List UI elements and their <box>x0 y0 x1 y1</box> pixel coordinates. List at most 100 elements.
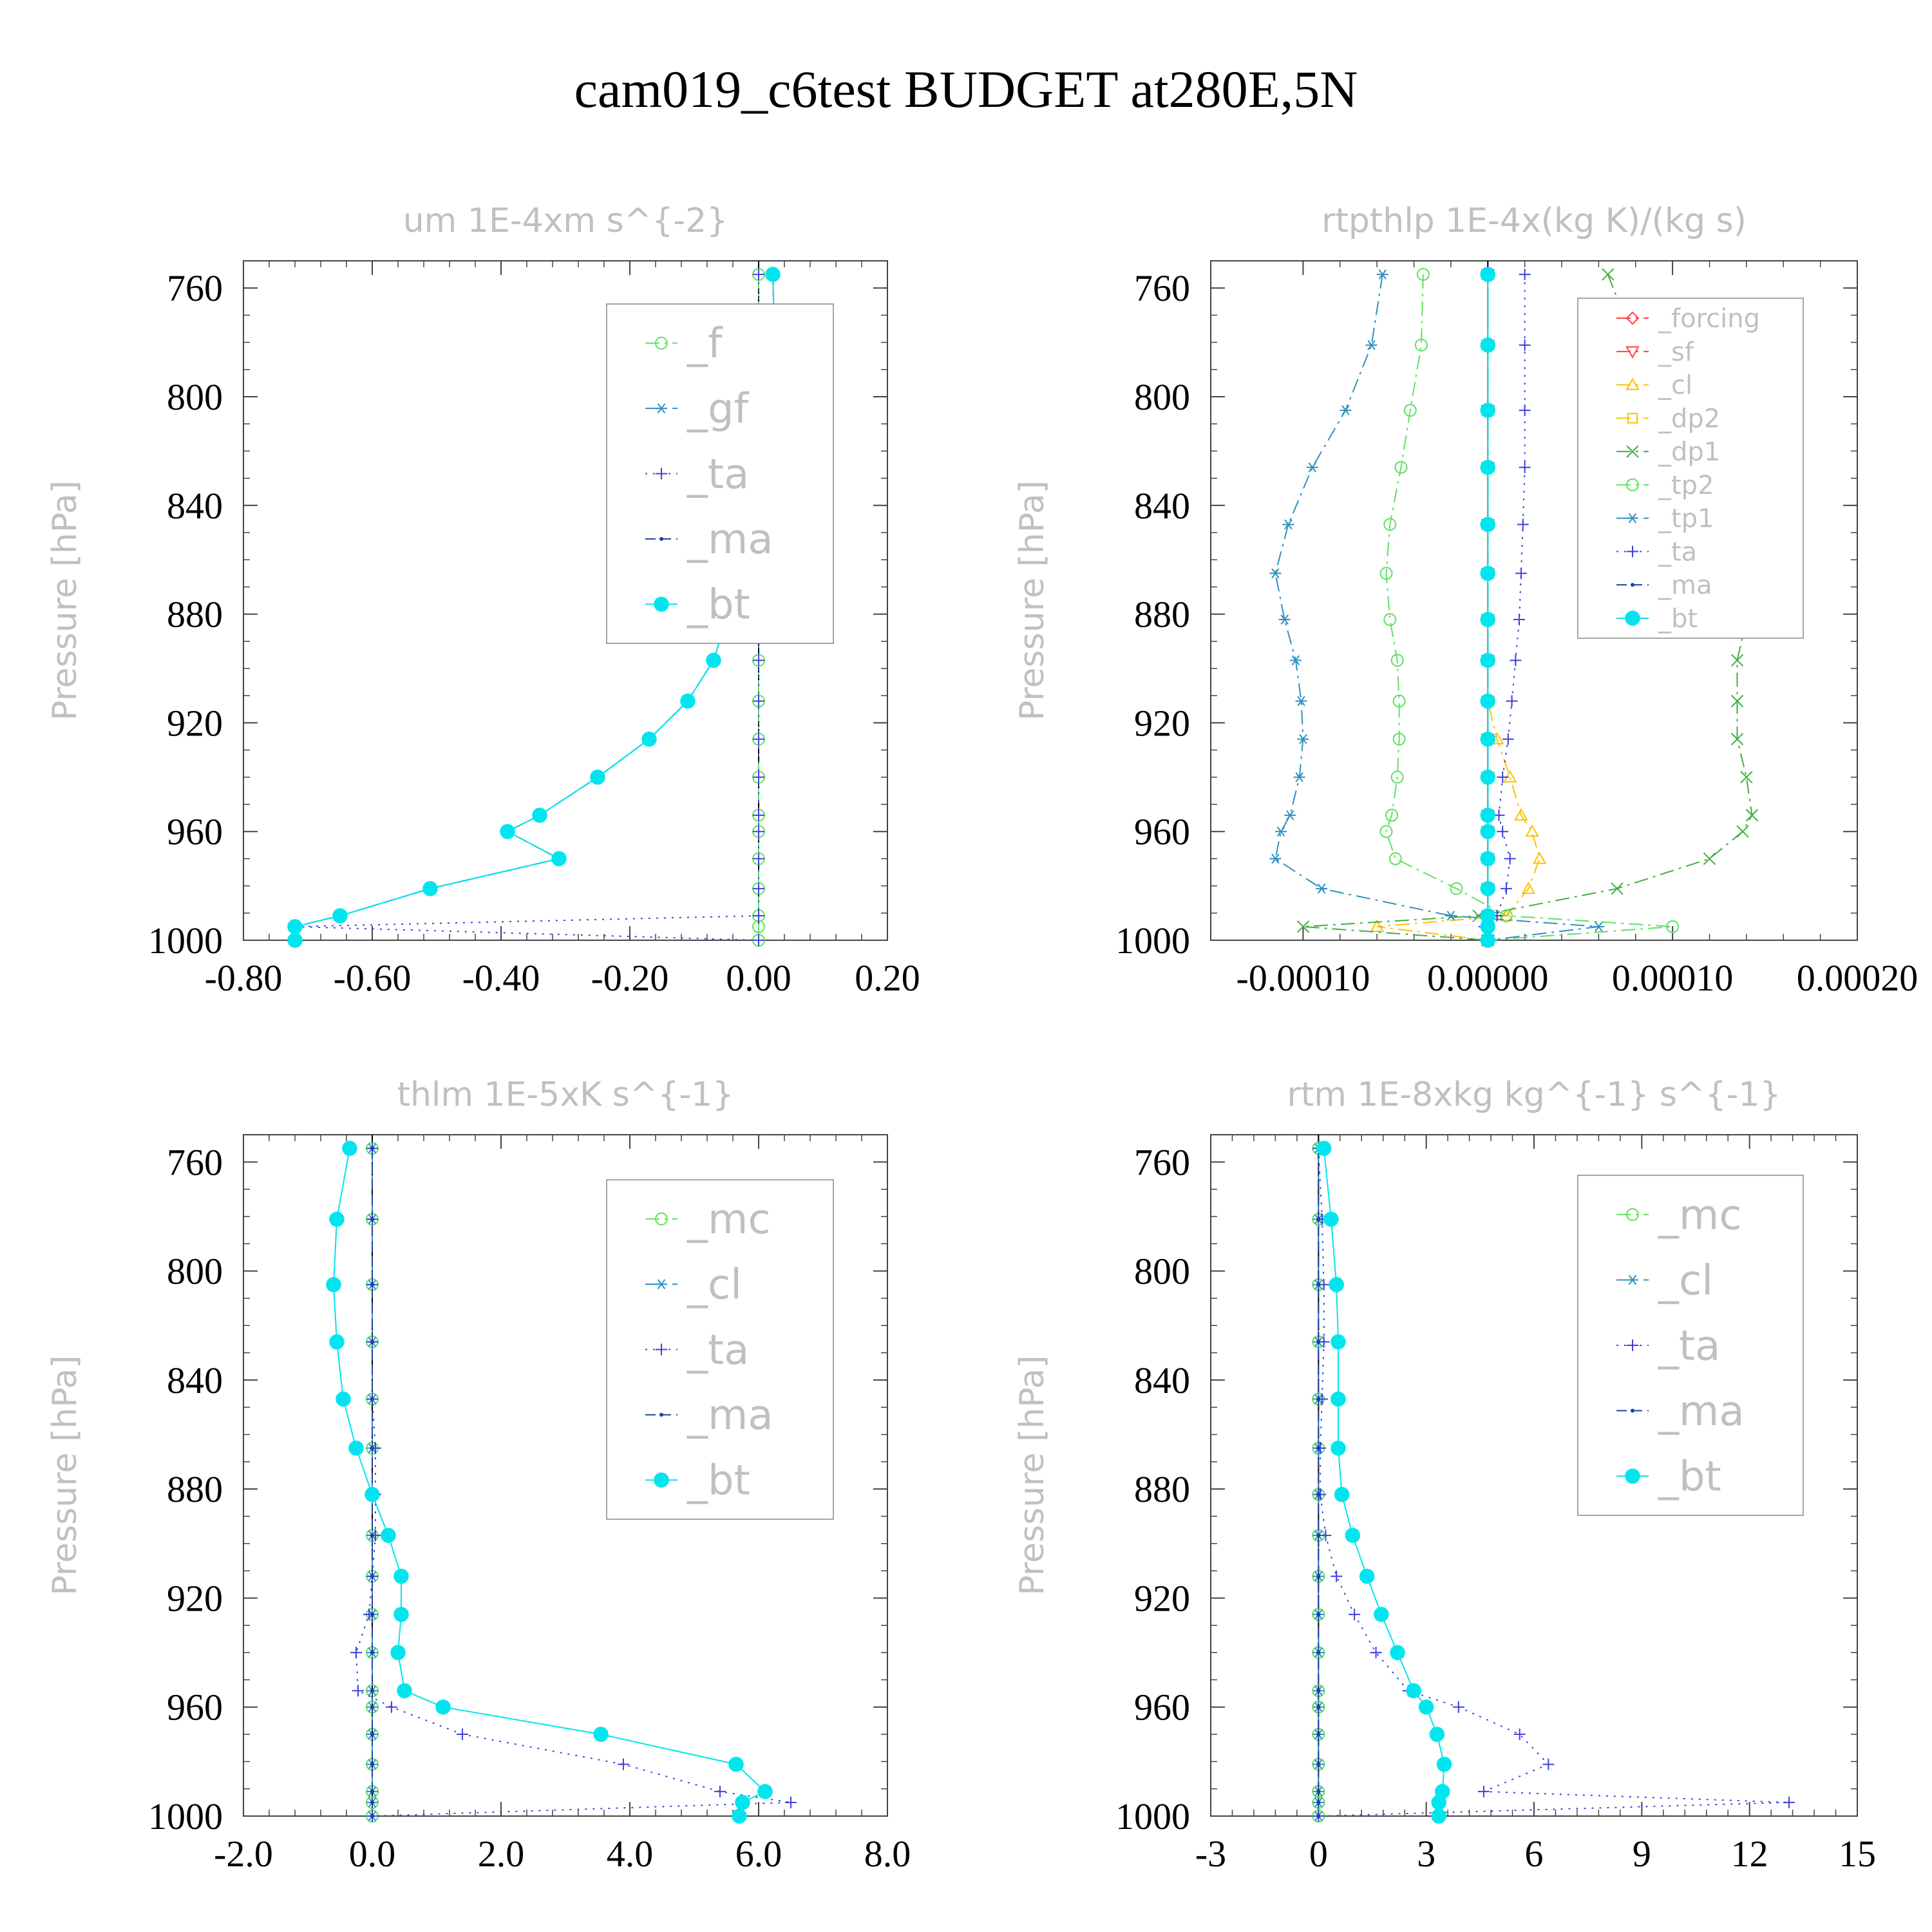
data-point <box>1593 922 1605 932</box>
data-point <box>551 851 567 867</box>
legend-marker <box>1627 513 1638 524</box>
data-point <box>1296 920 1310 933</box>
data-point <box>1480 459 1496 475</box>
x-tick-label: 0.00010 <box>1612 957 1734 999</box>
x-tick-label: 0.00 <box>726 957 791 999</box>
x-tick-label: 6 <box>1525 1833 1544 1875</box>
data-point <box>1334 1486 1350 1502</box>
data-point <box>370 1612 374 1616</box>
legend-marker <box>656 468 667 480</box>
data-point <box>590 770 605 785</box>
data-point <box>1480 612 1496 627</box>
data-point <box>1376 269 1388 279</box>
plot-frame <box>243 1134 888 1817</box>
y-axis-label: Pressure [hPa] <box>46 480 84 721</box>
y-tick-label: 960 <box>1134 811 1190 853</box>
data-point <box>1289 655 1302 666</box>
legend-label: _ta <box>1658 1322 1720 1370</box>
data-point <box>1450 882 1463 895</box>
legend-label: _ma <box>1658 571 1712 600</box>
legend-marker <box>654 1472 669 1488</box>
data-point <box>1316 1141 1332 1156</box>
series-line <box>1323 1148 1445 1816</box>
data-point <box>1316 884 1328 894</box>
data-point <box>753 654 764 667</box>
data-point <box>1480 516 1496 533</box>
x-tick-label: 8.0 <box>864 1833 911 1875</box>
data-point <box>329 1334 345 1350</box>
data-point <box>329 1211 345 1227</box>
data-point <box>336 1391 351 1407</box>
data-point <box>1316 1814 1321 1818</box>
legend-marker <box>1626 1208 1639 1221</box>
data-point <box>753 910 764 922</box>
y-tick-label: 920 <box>167 702 223 744</box>
x-tick-label: 12 <box>1731 1833 1768 1875</box>
y-tick-label: 960 <box>167 811 223 853</box>
legend-label: _ma <box>687 516 773 564</box>
data-point <box>1521 881 1536 895</box>
x-tick-label: 0.20 <box>855 957 920 999</box>
data-point <box>1429 1727 1445 1742</box>
legend-marker <box>1626 478 1639 491</box>
data-point <box>1418 1699 1434 1715</box>
data-point <box>1331 1391 1346 1407</box>
data-point <box>287 933 303 948</box>
legend-label: _bt <box>687 1457 750 1505</box>
legend-label: _dp2 <box>1658 404 1720 433</box>
data-point <box>1497 826 1509 838</box>
data-point <box>1480 770 1496 785</box>
series-ta <box>1312 1142 1795 1822</box>
legend-marker <box>655 336 668 350</box>
legend-marker <box>1626 445 1639 458</box>
data-point <box>370 1574 374 1578</box>
data-point <box>393 1607 409 1622</box>
data-point <box>753 733 764 745</box>
legend-marker <box>1625 311 1640 325</box>
data-point <box>532 808 547 823</box>
legend-marker <box>654 596 669 612</box>
panel-title: rtpthlp 1E-4x(kg K)/(kg s) <box>1321 202 1747 240</box>
legend-label: _bt <box>1658 604 1698 634</box>
data-point <box>386 1701 397 1713</box>
series-bt <box>326 1141 773 1824</box>
legend-label: _sf <box>1658 337 1694 367</box>
data-point <box>1666 920 1680 933</box>
data-point <box>765 267 781 282</box>
data-point <box>680 693 696 709</box>
data-point <box>1611 882 1624 895</box>
legend: _mc _cl _ta _ma _bt <box>606 1179 834 1520</box>
data-point <box>326 1277 341 1293</box>
data-point <box>1269 853 1282 864</box>
data-point <box>1316 1397 1321 1401</box>
y-tick-label: 800 <box>1134 1251 1190 1293</box>
data-point <box>342 1141 357 1156</box>
y-tick-label: 800 <box>1134 376 1190 418</box>
legend: _forcing_sf _cl _dp2 _dp1 _tp2 _tp1_ta _ma _bt <box>1577 298 1804 639</box>
data-point <box>1345 1528 1361 1543</box>
data-point <box>1703 852 1716 866</box>
data-point <box>1416 268 1430 281</box>
data-point <box>1480 824 1496 839</box>
y-tick-label: 880 <box>1134 594 1190 636</box>
y-axis-label: Pressure [hPa] <box>1013 1356 1052 1596</box>
y-tick-label: 760 <box>167 1141 223 1183</box>
legend-marker <box>1625 377 1640 390</box>
data-point <box>1297 734 1309 744</box>
data-point <box>370 1217 374 1222</box>
data-point <box>1383 518 1397 531</box>
x-tick-label: -0.40 <box>462 957 540 999</box>
x-tick-label: 0.00000 <box>1427 957 1549 999</box>
data-point <box>1323 1211 1339 1227</box>
data-point <box>1480 652 1496 668</box>
x-tick-label: 4.0 <box>607 1833 654 1875</box>
legend-marker <box>1627 1274 1638 1285</box>
data-point <box>457 1728 468 1741</box>
legend-marker <box>1627 1340 1638 1351</box>
data-point <box>1316 1217 1321 1222</box>
x-tick-label: 3 <box>1417 1833 1435 1875</box>
legend-label: _cl <box>1658 1257 1713 1305</box>
data-point <box>753 826 764 838</box>
data-point <box>1392 732 1406 746</box>
legend-label: _ma <box>687 1392 773 1439</box>
